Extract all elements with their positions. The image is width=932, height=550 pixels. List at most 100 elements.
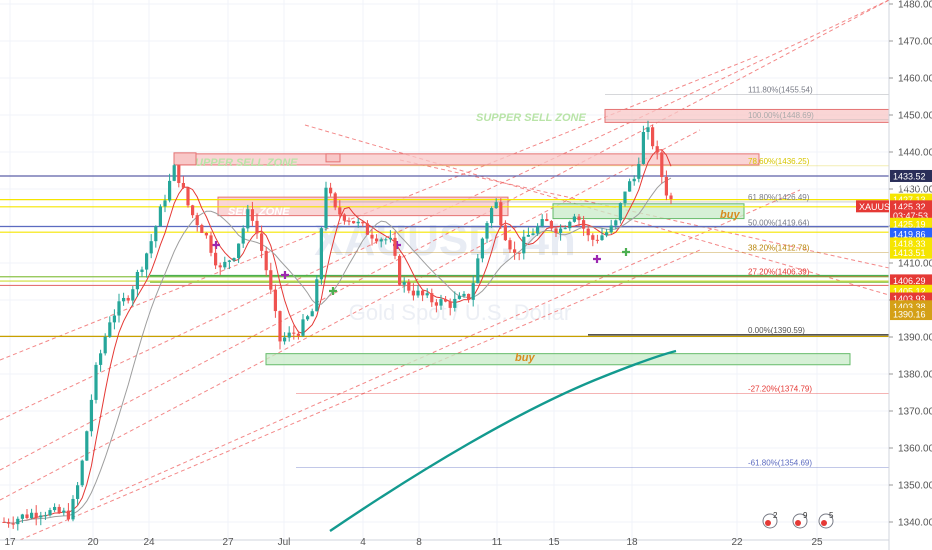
candle-body: [605, 232, 609, 236]
price-tag: [890, 274, 932, 287]
buy-zone-label: buy: [515, 352, 535, 364]
candle-body: [655, 146, 659, 153]
candle-body: [352, 221, 356, 224]
price-tag-label: 1405.12: [893, 286, 926, 296]
candle-body: [664, 176, 668, 196]
channel-line: [0, 129, 701, 501]
candle-body: [342, 214, 346, 221]
candle-body: [559, 228, 563, 233]
candle-body: [324, 187, 328, 229]
time-axis-label: 11: [492, 537, 503, 548]
candle-body: [34, 512, 38, 518]
candle-body: [347, 220, 351, 222]
candle-body: [554, 228, 558, 233]
candle-body: [172, 165, 176, 181]
candle-body: [237, 243, 241, 259]
fib-level-label: 27.20%(1406.39): [748, 267, 810, 276]
candle-body: [99, 353, 103, 365]
price-axis-label: 1390.00: [898, 333, 932, 344]
candle-body: [76, 485, 80, 499]
candle-body: [398, 255, 402, 285]
buy-zone-box[interactable]: [552, 203, 745, 220]
candle-body: [632, 178, 636, 182]
candle-body: [20, 514, 24, 519]
signal-cross-marker: [593, 255, 601, 263]
candle-body: [577, 216, 581, 221]
candle-body: [540, 219, 544, 227]
candle-body: [103, 336, 107, 354]
price-tag-label: 1413.51: [893, 248, 926, 258]
candle-body: [471, 283, 475, 300]
candle-body: [563, 228, 567, 230]
candle-body: [467, 293, 471, 300]
fib-level-label: 111.80%(1455.54): [748, 86, 813, 95]
candle-body: [651, 127, 655, 147]
moving-averages: [3, 149, 677, 532]
sell-zone-box[interactable]: [604, 108, 890, 123]
candle-body: [641, 132, 645, 164]
candle-body: [39, 515, 43, 518]
candle-body: [154, 226, 158, 242]
candle-body: [43, 515, 47, 517]
price-tag-label: 1425.19: [893, 219, 926, 229]
candle-body: [600, 235, 604, 241]
candle-body: [223, 261, 227, 268]
time-axis-label: 18: [626, 537, 638, 548]
candle-body: [232, 258, 236, 261]
candle-body: [7, 522, 11, 524]
candle-body: [545, 219, 549, 222]
candle-body: [485, 223, 489, 239]
candle-body: [531, 233, 535, 235]
candle-body: [609, 225, 613, 233]
candle-body: [480, 238, 484, 259]
candle-body: [30, 512, 34, 519]
candle-body: [439, 299, 443, 306]
candle-body: [333, 193, 337, 208]
candle-body: [117, 301, 121, 316]
candle-body: [499, 202, 503, 226]
candle-body: [517, 252, 521, 254]
candle-body: [306, 316, 310, 320]
candle-body: [444, 299, 448, 302]
candle-body: [53, 506, 57, 511]
price-axis-label: 1470.00: [898, 37, 932, 48]
candle-body: [140, 269, 144, 272]
candle-body: [71, 498, 75, 520]
candle-body: [448, 301, 452, 308]
time-axis-label: 4: [360, 537, 366, 548]
candle-body: [370, 234, 374, 239]
candle-body: [549, 221, 553, 229]
fib-level-label: 0.00%(1390.59): [748, 326, 805, 335]
candle-body: [586, 228, 590, 236]
candle-body: [200, 225, 204, 233]
candle-body: [356, 221, 360, 224]
candle-body: [338, 207, 342, 215]
candle-body: [292, 332, 296, 334]
candle-body: [301, 319, 305, 336]
candle-body: [80, 460, 84, 486]
candle-body: [568, 221, 572, 229]
sell-zone-label: SUPPER SELL ZONE: [476, 112, 586, 124]
candle-body: [494, 202, 498, 209]
slow-moving-average: [3, 177, 672, 524]
candle-body: [278, 311, 282, 342]
calendar-events[interactable]: 2 9 5: [762, 511, 834, 529]
candle-body: [264, 250, 268, 271]
buy-zone-box[interactable]: [265, 353, 851, 366]
candle-body: [11, 523, 15, 525]
event-count: 5: [829, 511, 834, 520]
candle-body: [508, 240, 512, 250]
price-tag: [890, 227, 932, 240]
price-tag-label: 1403.93: [893, 294, 926, 304]
price-axis-label: 1340.00: [898, 518, 932, 529]
time-axis[interactable]: 17 20 24 27 Jul 4 8 11 15 18 22 25: [0, 537, 889, 548]
price-tag: [856, 200, 889, 213]
candles: [2, 120, 673, 531]
candle-body: [62, 510, 66, 513]
candle-body: [145, 253, 149, 270]
zone-tab: [325, 153, 341, 163]
price-tag-label: 1433.52: [893, 171, 926, 181]
fib-level-label: 38.20%(1412.78): [748, 244, 810, 253]
candle-body: [623, 191, 627, 203]
